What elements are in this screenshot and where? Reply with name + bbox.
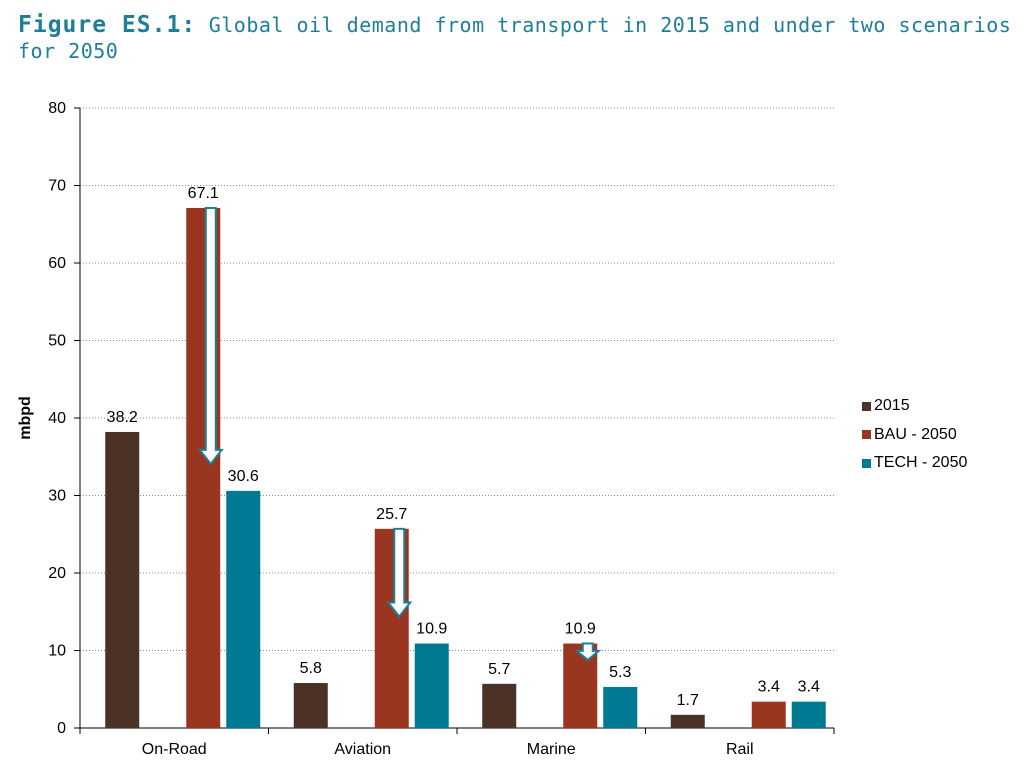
bar <box>791 701 826 728</box>
legend-item-tech: TECH - 2050 <box>862 449 967 478</box>
figure-title: Figure ES.1: Global oil demand from tran… <box>18 12 1028 64</box>
data-label: 3.4 <box>798 679 820 696</box>
y-axis-label: mbpd <box>17 396 34 440</box>
data-label: 1.7 <box>677 692 699 709</box>
legend-swatch-2015 <box>862 401 871 411</box>
figure-caption: Global oil demand from transport in 2015… <box>18 13 1024 63</box>
bar <box>603 686 638 728</box>
y-tick-label: 50 <box>48 333 66 350</box>
bar <box>226 490 261 728</box>
data-label: 30.6 <box>228 468 259 485</box>
x-tick-label: Marine <box>527 741 576 758</box>
y-tick-label: 80 <box>48 100 66 117</box>
bar <box>105 431 140 728</box>
data-label: 5.7 <box>488 661 510 678</box>
legend-label-tech: TECH - 2050 <box>874 454 968 472</box>
y-tick-label: 10 <box>48 643 66 660</box>
figure-label: Figure ES.1: <box>18 12 197 38</box>
bar <box>482 683 517 728</box>
x-tick-label: Rail <box>726 741 754 758</box>
bar <box>293 683 328 728</box>
y-tick-label: 40 <box>48 410 66 427</box>
legend-item-2015: 2015 <box>862 392 967 421</box>
data-label: 3.4 <box>758 679 780 696</box>
y-tick-label: 0 <box>57 720 66 737</box>
legend-label-2015: 2015 <box>874 397 910 415</box>
bar <box>670 714 705 728</box>
legend-item-bau: BAU - 2050 <box>862 421 967 450</box>
legend: 2015 BAU - 2050 TECH - 2050 <box>862 392 967 478</box>
data-label: 10.9 <box>416 621 447 638</box>
reduction-arrow <box>573 642 602 662</box>
bar <box>414 643 449 728</box>
legend-swatch-tech <box>862 458 871 468</box>
y-tick-label: 20 <box>48 565 66 582</box>
data-label: 25.7 <box>376 506 407 523</box>
data-label: 67.1 <box>188 185 219 202</box>
data-label: 10.9 <box>565 621 596 638</box>
reduction-arrow <box>197 206 224 466</box>
data-label: 5.8 <box>300 660 322 677</box>
bar <box>751 701 786 728</box>
legend-swatch-bau <box>862 430 871 440</box>
x-tick-label: Aviation <box>334 741 391 758</box>
data-label: 38.2 <box>107 409 138 426</box>
y-tick-label: 30 <box>48 488 66 505</box>
legend-label-bau: BAU - 2050 <box>874 425 957 443</box>
x-tick-label: On-Road <box>142 741 207 758</box>
y-tick-label: 70 <box>48 178 66 195</box>
y-tick-label: 60 <box>48 255 66 272</box>
reduction-arrow <box>386 527 413 619</box>
data-label: 5.3 <box>609 664 631 681</box>
